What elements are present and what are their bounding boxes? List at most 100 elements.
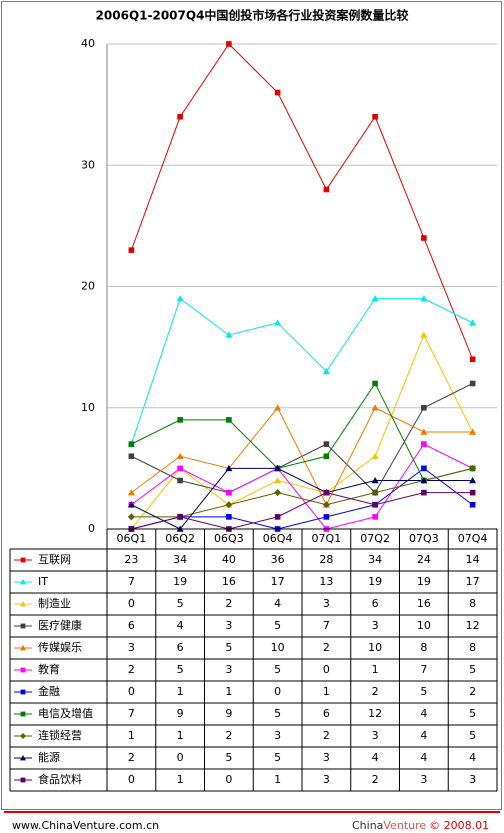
table-value: 1 xyxy=(225,685,232,698)
table-value: 6 xyxy=(323,707,330,720)
chart-frame xyxy=(1,1,502,810)
series-line xyxy=(131,467,473,530)
marker xyxy=(20,579,26,585)
marker xyxy=(469,477,477,484)
table-value: 5 xyxy=(469,729,476,742)
marker xyxy=(371,295,379,302)
marker xyxy=(128,441,135,447)
marker xyxy=(20,689,26,695)
brand-china: China xyxy=(352,819,383,832)
table-value: 17 xyxy=(466,575,480,588)
marker xyxy=(226,489,232,496)
table-value: 0 xyxy=(177,751,184,764)
table-value: 16 xyxy=(222,575,236,588)
table-value: 3 xyxy=(420,773,427,786)
table-value: 19 xyxy=(173,575,187,588)
table-value: 28 xyxy=(319,553,333,566)
table-value: 12 xyxy=(466,619,480,632)
table-value: 7 xyxy=(323,619,330,632)
table-value: 9 xyxy=(225,707,232,720)
marker xyxy=(322,501,330,509)
marker xyxy=(372,501,378,508)
y-tick-label: 10 xyxy=(81,401,95,414)
table-value: 8 xyxy=(469,641,476,654)
legend-label: 能源 xyxy=(38,750,60,764)
marker xyxy=(274,514,281,520)
marker xyxy=(226,514,232,520)
table-value: 24 xyxy=(417,553,431,566)
table-value: 3 xyxy=(323,773,330,786)
marker xyxy=(420,428,428,435)
table-value: 5 xyxy=(225,751,232,764)
marker xyxy=(176,452,184,460)
y-tick-label: 20 xyxy=(81,280,95,293)
series-line xyxy=(131,467,473,518)
table-value: 1 xyxy=(274,773,281,786)
marker xyxy=(177,514,183,520)
table-value: 3 xyxy=(372,729,379,742)
marker xyxy=(20,711,26,717)
marker xyxy=(225,464,233,472)
series-line xyxy=(131,382,473,482)
table-value: 5 xyxy=(469,663,476,676)
marker xyxy=(323,453,330,460)
marker xyxy=(323,441,330,447)
footer-brand: ChinaVenture © 2008.01 xyxy=(352,819,489,832)
marker xyxy=(127,501,135,508)
table-value: 19 xyxy=(417,575,431,588)
marker xyxy=(469,489,476,496)
marker xyxy=(225,331,233,338)
table-value: 7 xyxy=(128,707,135,720)
table-value: 2 xyxy=(372,773,379,786)
marker xyxy=(371,489,379,497)
table-value: 4 xyxy=(420,707,427,720)
x-tick-label: 06Q3 xyxy=(214,532,244,545)
chart-title: 2006Q1-2007Q4中国创投市场各行业投资案例数量比较 xyxy=(96,8,409,23)
table-value: 2 xyxy=(323,729,330,742)
table-value: 6 xyxy=(177,641,184,654)
marker xyxy=(226,41,232,47)
table-value: 14 xyxy=(466,553,480,566)
marker xyxy=(372,113,378,120)
table-value: 0 xyxy=(274,685,281,698)
marker xyxy=(469,380,476,387)
table-value: 2 xyxy=(128,751,135,764)
table-value: 7 xyxy=(420,663,427,676)
table-value: 8 xyxy=(469,597,476,610)
table-value: 2 xyxy=(225,729,232,742)
table-value: 6 xyxy=(128,619,135,632)
table-value: 3 xyxy=(323,751,330,764)
table-value: 0 xyxy=(128,597,135,610)
marker xyxy=(274,319,282,326)
table-value: 0 xyxy=(225,773,232,786)
marker xyxy=(421,404,427,411)
marker xyxy=(421,465,427,472)
marker xyxy=(372,514,378,520)
table-value: 5 xyxy=(274,707,281,720)
x-tick-label: 07Q2 xyxy=(360,532,390,545)
table-value: 12 xyxy=(368,707,382,720)
table-value: 2 xyxy=(469,685,476,698)
series-line xyxy=(130,43,474,360)
table-value: 2 xyxy=(128,663,135,676)
table-value: 5 xyxy=(177,597,184,610)
marker xyxy=(20,777,26,783)
table-value: 4 xyxy=(469,751,476,764)
table-value: 9 xyxy=(177,707,184,720)
marker xyxy=(421,489,427,496)
table-value: 19 xyxy=(368,575,382,588)
marker xyxy=(469,464,477,472)
marker xyxy=(20,645,26,651)
table-value: 3 xyxy=(225,663,232,676)
table-value: 36 xyxy=(271,553,285,566)
legend-label: 金融 xyxy=(38,684,60,698)
table-value: 2 xyxy=(225,597,232,610)
legend-label: 医疗健康 xyxy=(38,618,82,632)
marker xyxy=(421,441,427,447)
table-value: 13 xyxy=(319,575,333,588)
x-tick-label: 07Q1 xyxy=(312,532,342,545)
marker xyxy=(225,501,233,509)
table-value: 4 xyxy=(420,751,427,764)
